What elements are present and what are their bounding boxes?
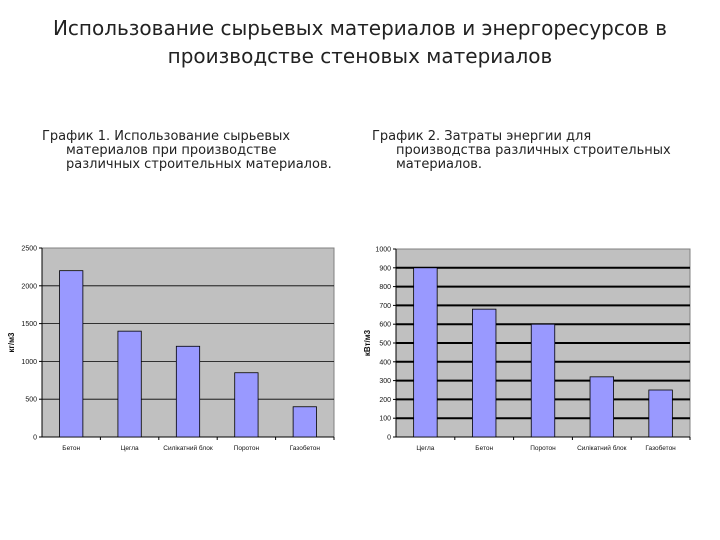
x-tick-label: Цегла: [121, 445, 139, 452]
y-tick-label: 200: [379, 397, 391, 404]
chart1-caption-line-3: различных строительных материалов.: [66, 157, 332, 172]
x-tick-label: Силікатний блок: [577, 444, 627, 452]
y-tick-label: 300: [379, 378, 391, 385]
bar: [472, 308, 497, 438]
bar: [413, 267, 438, 438]
y-tick-label: 1500: [21, 321, 37, 328]
x-tick-label: Цегла: [416, 445, 434, 452]
x-tick-label: Бетон: [62, 445, 80, 452]
chart2-caption-line-2: производства различных строительных: [396, 143, 671, 158]
bar: [589, 376, 614, 438]
y-tick-label: 500: [379, 341, 391, 348]
bar: [530, 323, 556, 438]
y-tick-label: 800: [379, 284, 391, 291]
y-tick-label: 400: [379, 359, 391, 366]
y-axis-label: кВт/м3: [363, 329, 372, 356]
x-tick-label: Силікатний блок: [163, 444, 213, 452]
x-tick-label: Бетон: [475, 445, 493, 452]
chart1-caption: График 1. Использование сырьевых материа…: [42, 130, 342, 172]
chart2-caption-line-1: График 2. Затраты энергии для: [372, 129, 592, 144]
y-tick-label: 500: [25, 397, 37, 404]
bar: [648, 389, 673, 438]
y-tick-label: 1000: [21, 359, 37, 366]
slide-title: Использование сырьевых материалов и энер…: [40, 14, 680, 70]
bar: [292, 406, 317, 438]
bar: [175, 345, 201, 438]
y-tick-label: 100: [379, 416, 391, 423]
y-tick-label: 900: [379, 265, 391, 272]
chart2-caption-line-3: материалов.: [396, 157, 483, 172]
x-tick-label: Газобетон: [290, 444, 321, 452]
x-tick-label: Поротон: [530, 445, 556, 452]
y-tick-label: 700: [379, 303, 391, 310]
bar: [59, 270, 84, 438]
chart1-caption-line-1: График 1. Использование сырьевых: [42, 129, 291, 144]
y-tick-label: 1000: [375, 247, 391, 254]
y-axis-label: кг/м3: [7, 332, 16, 352]
y-tick-label: 2000: [21, 283, 37, 290]
bar: [117, 330, 142, 438]
slide-title-line-2: производстве стеновых материалов: [167, 44, 553, 68]
bar: [234, 372, 259, 438]
slide-title-line-1: Использование сырьевых материалов и энер…: [52, 16, 668, 40]
x-tick-label: Поротон: [234, 445, 260, 452]
chart2-caption: График 2. Затраты энергии для производст…: [372, 130, 692, 172]
y-tick-label: 0: [33, 435, 37, 442]
x-tick-label: Газобетон: [645, 444, 676, 452]
y-tick-label: 0: [387, 435, 391, 442]
y-tick-label: 2500: [21, 246, 37, 253]
chart1-caption-line-2: материалов при производстве: [66, 143, 277, 158]
y-tick-label: 600: [379, 322, 391, 329]
